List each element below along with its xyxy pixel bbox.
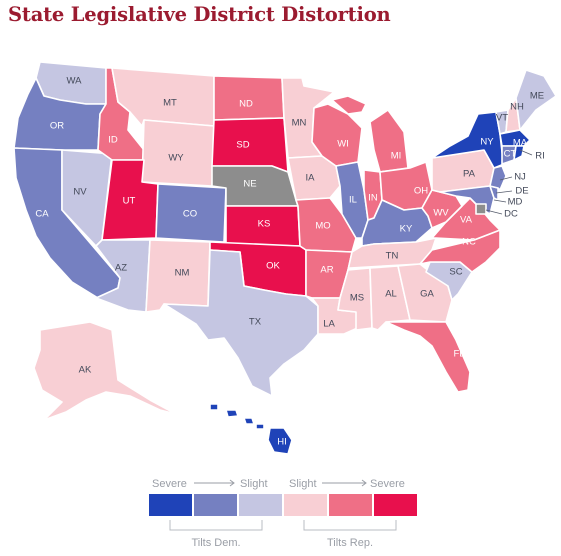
state-label-pa: PA (463, 169, 476, 180)
state-label-nc: NC (462, 237, 476, 248)
legend-severe-dem: Severe (152, 478, 187, 490)
legend-slight-rep: Slight (289, 478, 317, 490)
state-label-ks: KS (258, 219, 271, 230)
state-label-ar: AR (320, 265, 333, 276)
legend-swatch-dem-moderate (194, 494, 237, 516)
state-label-id: ID (108, 135, 118, 146)
state-label-sd: SD (236, 140, 249, 151)
state-label-vt: VT (496, 113, 508, 124)
state-tx[interactable] (163, 249, 319, 397)
map-title: State Legislative District Distortion (8, 3, 391, 26)
state-label-ct: CT (504, 149, 517, 160)
state-ak[interactable] (33, 321, 177, 421)
legend-swatch-rep-severe (374, 494, 417, 516)
state-label-dc: DC (504, 209, 518, 220)
state-label-ri: RI (535, 151, 545, 162)
state-label-wi: WI (337, 139, 349, 150)
legend: Severe Slight Slight Severe Tilts Dem. T… (149, 478, 417, 549)
state-label-ky: KY (400, 224, 413, 235)
state-label-fl: FL (453, 349, 464, 360)
state-label-va: VA (460, 215, 473, 226)
state-label-oh: OH (414, 186, 428, 197)
legend-tilts-rep: Tilts Rep. (327, 537, 373, 549)
state-label-sc: SC (449, 267, 462, 278)
legend-swatch-rep-slight (284, 494, 327, 516)
state-label-ma: MA (513, 138, 528, 149)
state-label-ga: GA (420, 289, 434, 300)
state-label-nv: NV (73, 187, 87, 198)
state-label-ny: NY (480, 137, 494, 148)
state-label-tx: TX (249, 317, 262, 328)
state-label-tn: TN (386, 251, 399, 262)
state-label-md: MD (508, 197, 523, 208)
state-nj[interactable] (489, 165, 507, 191)
state-label-mi: MI (391, 151, 402, 162)
leader-lines (485, 149, 533, 215)
legend-swatch-rep-moderate (329, 494, 372, 516)
state-dc[interactable] (475, 203, 487, 215)
state-fl[interactable] (385, 321, 471, 393)
state-label-la: LA (323, 319, 335, 330)
legend-severe-rep: Severe (370, 478, 405, 490)
state-label-nj: NJ (514, 172, 526, 183)
state-label-in: IN (368, 193, 378, 204)
state-label-wa: WA (67, 76, 83, 87)
state-label-mo: MO (315, 221, 330, 232)
state-label-or: OR (50, 121, 64, 132)
state-label-wy: WY (168, 153, 184, 164)
state-label-az: AZ (115, 263, 127, 274)
state-label-mn: MN (292, 118, 307, 129)
state-label-il: IL (349, 195, 357, 206)
state-labels: WA OR CA NV ID MT WY UT CO AZ NM ND SD NE KS OK TX MN IA MO… (35, 76, 544, 448)
state-label-ut: UT (123, 196, 136, 207)
state-label-ok: OK (266, 261, 280, 272)
state-label-de: DE (515, 186, 528, 197)
state-label-nd: ND (239, 99, 253, 110)
state-label-wv: WV (433, 208, 449, 219)
state-ri[interactable] (513, 145, 525, 161)
state-label-al: AL (385, 289, 397, 300)
state-nc[interactable] (419, 229, 501, 273)
state-label-ms: MS (350, 293, 364, 304)
state-label-co: CO (183, 209, 197, 220)
state-label-nm: NM (175, 268, 190, 279)
state-ma[interactable] (499, 129, 531, 147)
state-sd[interactable] (211, 117, 289, 173)
state-hi[interactable] (209, 403, 293, 455)
legend-slight-dem: Slight (240, 478, 268, 490)
states-layer (13, 61, 557, 455)
state-label-ia: IA (306, 173, 316, 184)
state-label-hi: HI (277, 437, 287, 448)
state-tn[interactable] (347, 237, 437, 271)
state-label-ca: CA (35, 209, 49, 220)
state-label-nh: NH (510, 102, 524, 113)
legend-tilts-dem: Tilts Dem. (191, 537, 240, 549)
legend-swatch-dem-severe (149, 494, 192, 516)
state-label-mt: MT (163, 98, 177, 109)
state-label-ne: NE (243, 179, 256, 190)
legend-swatch-dem-slight (239, 494, 282, 516)
state-label-ak: AK (79, 365, 92, 376)
state-label-me: ME (530, 91, 544, 102)
